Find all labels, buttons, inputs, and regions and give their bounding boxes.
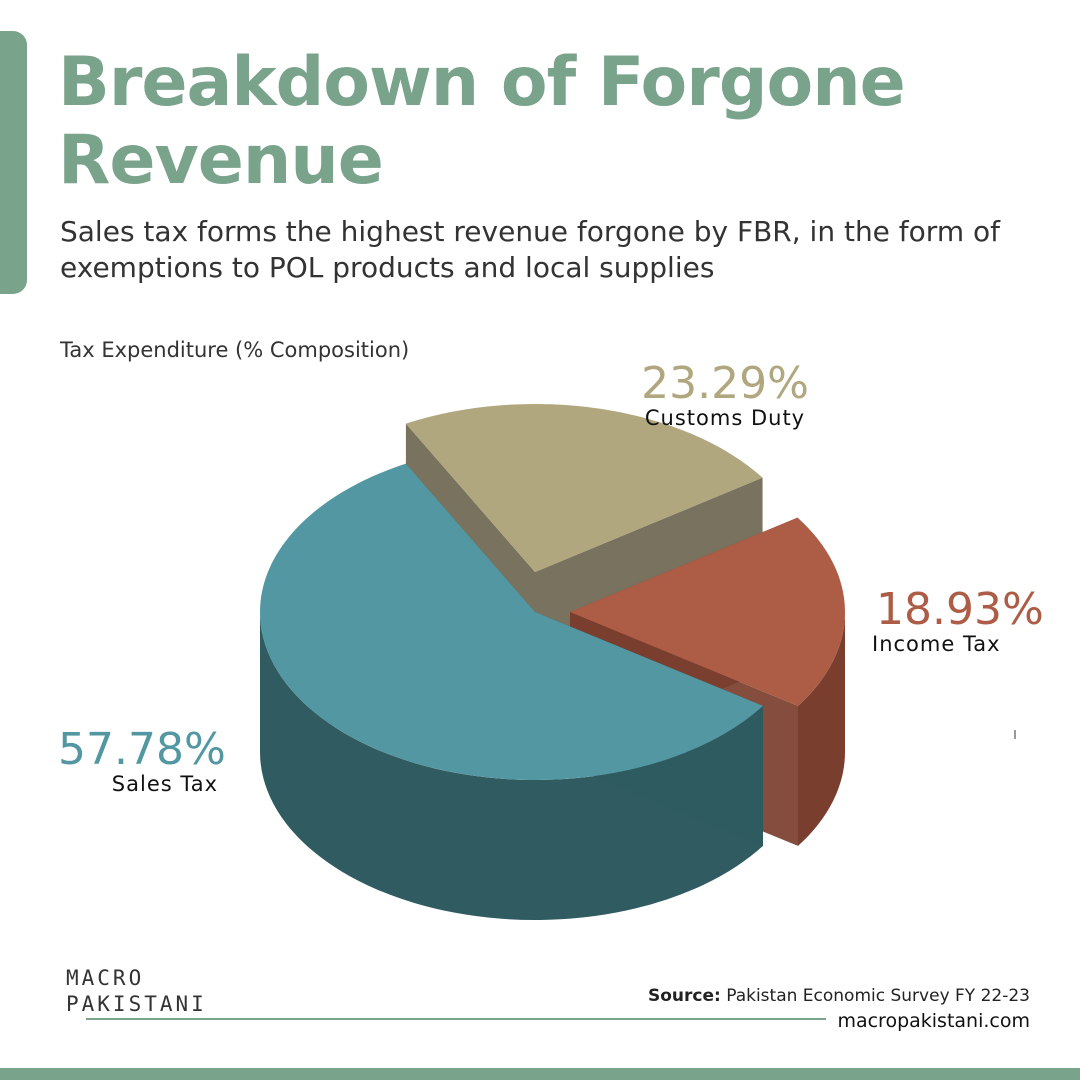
slice-top-customs-duty — [405, 404, 763, 572]
slice-label-income-tax: 18.93% Income Tax — [872, 588, 1062, 655]
slice-wall-sales-tax — [260, 612, 764, 920]
source-text: Pakistan Economic Survey FY 22-23 — [726, 986, 1030, 1006]
source-label: Source: — [647, 986, 721, 1006]
slice-name-income-tax: Income Tax — [872, 632, 1001, 656]
slice-wall-income-tax — [798, 612, 845, 846]
macro-pakistani-logo: MACRO PAKISTANI — [66, 966, 204, 1046]
logo-text-macro: MACRO — [66, 966, 145, 990]
page-subtitle: Sales tax forms the highest revenue forg… — [60, 215, 1000, 284]
source-credit: Source: Pakistan Economic Survey FY 22-2… — [648, 986, 1030, 1006]
website-link[interactable]: macropakistani.com — [837, 1010, 1030, 1032]
stray-tick-mark — [1014, 730, 1016, 739]
slice-name-customs-duty: Customs Duty — [644, 406, 806, 430]
slice-label-sales-tax: 57.78% Sales Tax — [58, 724, 226, 796]
slice-label-customs-duty: 23.29% Customs Duty — [612, 362, 838, 429]
logo-text-pakistani: PAKISTANI — [66, 992, 207, 1016]
slice-top-income-tax — [570, 517, 845, 706]
slice-value-customs-duty: 23.29% — [641, 358, 809, 409]
chart-title: Tax Expenditure (% Composition) — [60, 338, 410, 362]
slice-value-sales-tax: 57.78% — [58, 724, 226, 775]
slice-value-income-tax: 18.93% — [876, 584, 1044, 635]
slice-top-sales-tax — [260, 463, 764, 781]
footer-divider — [86, 1018, 826, 1020]
page-title: Breakdown of Forgone Revenue — [58, 43, 906, 200]
bottom-accent-bar — [0, 1068, 1080, 1080]
slice-name-sales-tax: Sales Tax — [111, 772, 218, 796]
accent-bar — [0, 31, 27, 294]
slice-group-sales-tax — [260, 463, 764, 920]
